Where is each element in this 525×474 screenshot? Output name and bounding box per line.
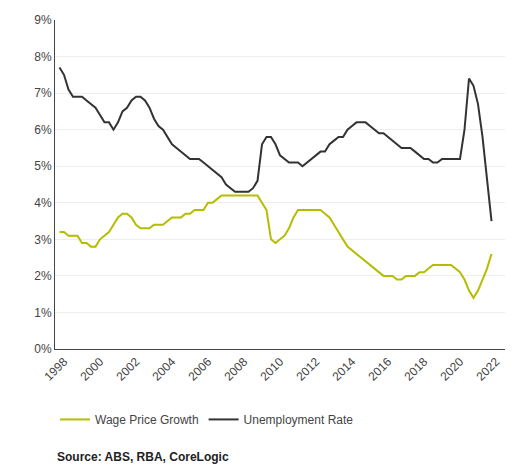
svg-text:2008: 2008 (222, 355, 251, 384)
svg-text:2020: 2020 (438, 355, 467, 384)
svg-text:2006: 2006 (186, 355, 215, 384)
svg-text:4%: 4% (34, 196, 52, 210)
svg-text:Unemployment Rate: Unemployment Rate (244, 413, 354, 427)
svg-text:0%: 0% (34, 342, 52, 356)
svg-text:1%: 1% (34, 306, 52, 320)
svg-text:7%: 7% (34, 86, 52, 100)
svg-text:Wage Price Growth: Wage Price Growth (95, 413, 199, 427)
svg-text:2%: 2% (34, 269, 52, 283)
svg-text:9%: 9% (34, 13, 52, 27)
svg-text:2004: 2004 (150, 355, 179, 384)
svg-text:2022: 2022 (474, 355, 503, 384)
svg-text:2016: 2016 (366, 355, 395, 384)
svg-text:2000: 2000 (78, 355, 107, 384)
svg-text:2012: 2012 (294, 355, 323, 384)
svg-text:2010: 2010 (258, 355, 287, 384)
svg-text:1998: 1998 (42, 355, 71, 384)
svg-text:8%: 8% (34, 50, 52, 64)
svg-text:2014: 2014 (330, 355, 359, 384)
svg-text:6%: 6% (34, 123, 52, 137)
svg-text:2002: 2002 (114, 355, 143, 384)
svg-text:Source: ABS, RBA, CoreLogic: Source: ABS, RBA, CoreLogic (57, 450, 229, 464)
svg-text:2018: 2018 (402, 355, 431, 384)
svg-text:5%: 5% (34, 159, 52, 173)
svg-text:3%: 3% (34, 233, 52, 247)
